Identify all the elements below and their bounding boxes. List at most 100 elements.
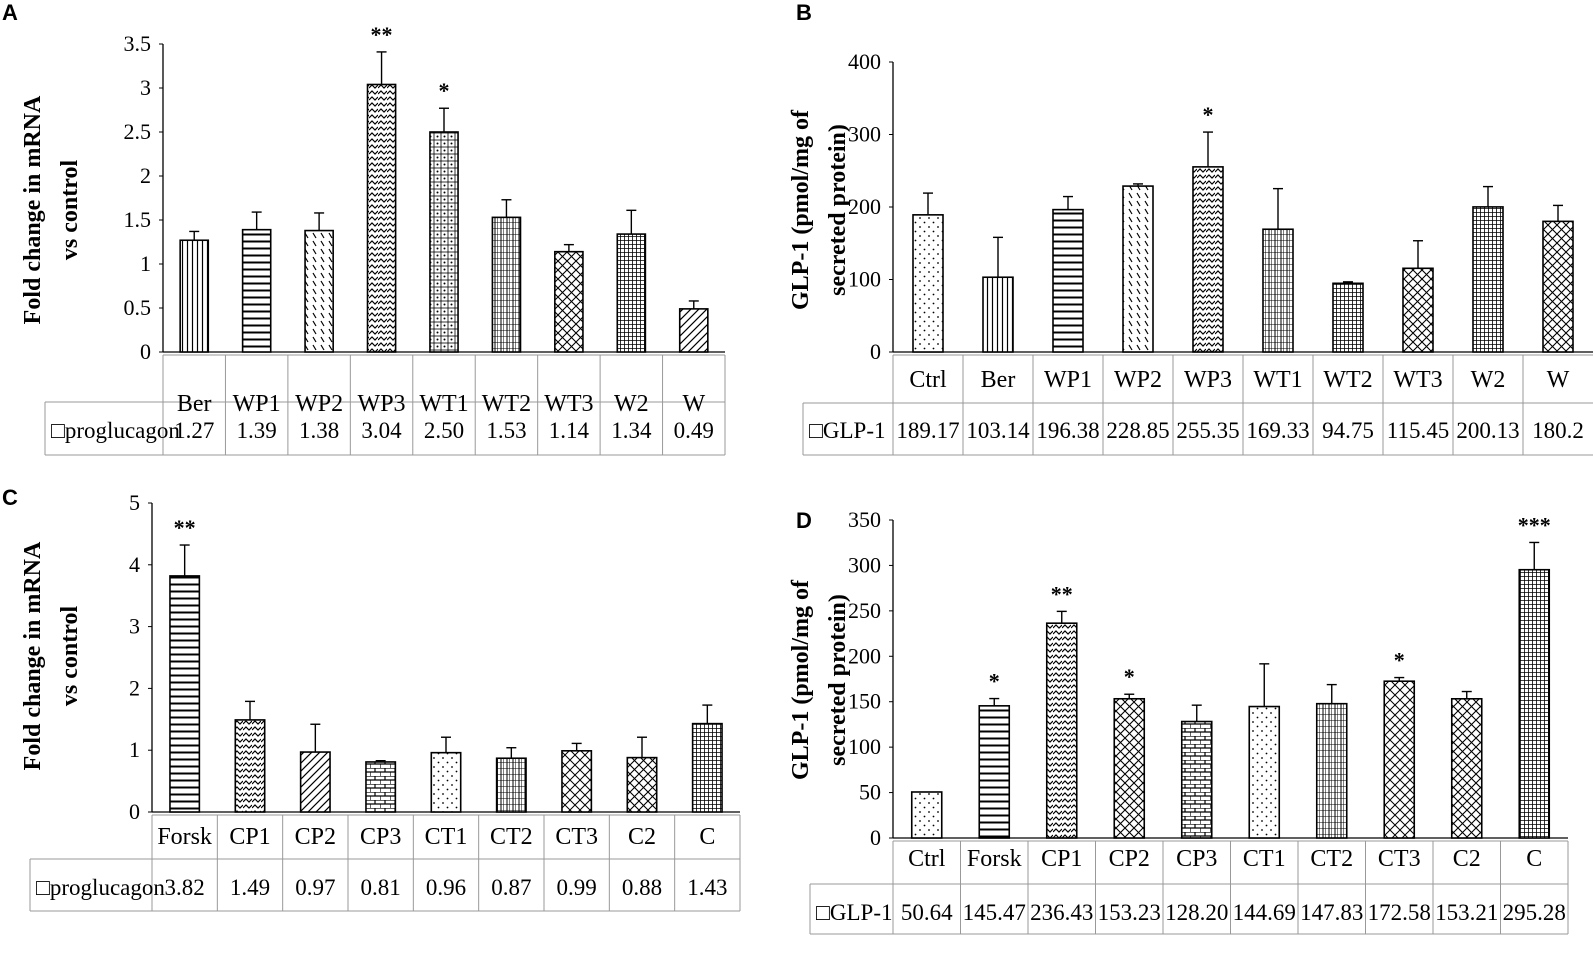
data-label: 115.45	[1387, 418, 1449, 443]
category-label: C2	[628, 824, 656, 850]
bar	[910, 791, 943, 839]
y-axis-title-line: vs control	[57, 160, 83, 261]
category-label: W2	[1471, 367, 1506, 393]
significance-marker: **	[174, 515, 196, 540]
category-label: WT2	[1323, 367, 1372, 393]
y-tick-label: 200	[848, 194, 881, 219]
bar	[234, 719, 266, 813]
bar	[365, 761, 397, 813]
data-label: 228.85	[1106, 418, 1169, 443]
data-table: □proglucagon Forsk 3.82 CP1 1.49 CP2 0.97 CP3 0.…	[29, 814, 741, 912]
category-label: CP3	[1176, 846, 1217, 872]
y-tick-label: 100	[848, 267, 881, 292]
category-label: CP1	[229, 824, 270, 850]
y-tick-label: 0.5	[124, 295, 152, 320]
data-label: 144.69	[1233, 900, 1296, 925]
category-label: Forsk	[967, 846, 1022, 872]
panel-D: D GLP-1 (pmol/mg of secreted protein) 0 50 10…	[788, 507, 1569, 935]
bar	[978, 705, 1011, 839]
data-label: 196.38	[1036, 418, 1099, 443]
bar	[1518, 568, 1551, 839]
data-label: 3.82	[165, 875, 205, 900]
y-tick-label: 2	[140, 163, 151, 188]
data-label: 128.20	[1165, 900, 1228, 925]
bar	[1262, 228, 1294, 353]
data-label: 0.99	[557, 875, 597, 900]
y-axis-title-line: GLP-1 (pmol/mg of	[788, 109, 814, 310]
category-label: Ctrl	[909, 367, 947, 393]
data-label: 172.58	[1368, 900, 1431, 925]
category-label: WP2	[295, 391, 343, 417]
data-label: 1.14	[549, 418, 590, 443]
category-label: CT2	[1310, 846, 1353, 872]
y-axis-title-line: secreted protein)	[825, 594, 851, 766]
data-label: 1.49	[230, 875, 270, 900]
bar	[169, 575, 201, 813]
category-label: WT3	[1393, 367, 1442, 393]
category-label: CP2	[1109, 846, 1150, 872]
y-tick-label: 1.5	[124, 207, 152, 232]
data-label: 1.34	[611, 418, 652, 443]
significance-marker: **	[1051, 581, 1073, 606]
y-tick-label: 3	[140, 75, 151, 100]
category-label: WP1	[233, 391, 281, 417]
y-axis-title-line: vs control	[57, 606, 83, 707]
y-tick-label: 1	[129, 737, 140, 762]
data-label: 103.14	[966, 418, 1030, 443]
bar	[1045, 622, 1078, 839]
category-label: CP2	[295, 824, 336, 850]
y-tick-label: 100	[848, 734, 881, 759]
y-axis-title-line: Fold change in mRNA	[20, 541, 46, 770]
data-label: 0.97	[295, 875, 335, 900]
y-tick-label: 2.5	[124, 119, 152, 144]
data-label: 1.53	[486, 418, 526, 443]
panel-B: B GLP-1 (pmol/mg of secreted protein) 0 100 2…	[788, 0, 1593, 456]
data-label: 50.64	[901, 900, 953, 925]
category-label: WT1	[1253, 367, 1302, 393]
bar	[1542, 220, 1574, 353]
y-tick-label: 200	[848, 643, 881, 668]
data-label: 0.81	[361, 875, 401, 900]
bar	[678, 308, 709, 353]
y-tick-label: 5	[129, 490, 140, 515]
category-label: Ber	[981, 367, 1016, 393]
y-tick-label: 4	[129, 552, 140, 577]
category-label: WP1	[1044, 367, 1092, 393]
data-label: 3.04	[361, 418, 402, 443]
bar	[241, 228, 272, 353]
significance-marker: *	[1203, 102, 1214, 127]
bar	[1052, 208, 1084, 353]
category-label: CT2	[490, 824, 533, 850]
significance-marker: *	[439, 78, 450, 103]
significance-marker: **	[371, 22, 393, 47]
category-label: W	[682, 391, 705, 417]
y-axis-title-line: Fold change in mRNA	[20, 95, 46, 324]
data-label: 0.49	[674, 418, 714, 443]
bar	[626, 756, 658, 813]
data-label: 1.38	[299, 418, 339, 443]
bar	[1332, 282, 1364, 353]
legend-entry: □proglucagon	[51, 418, 180, 443]
bar	[554, 250, 584, 353]
category-label: CT3	[1378, 846, 1421, 872]
data-label: 147.83	[1300, 900, 1363, 925]
y-tick-label: 3.5	[124, 31, 152, 56]
significance-marker: *	[1394, 648, 1405, 673]
y-tick-label: 350	[848, 507, 881, 532]
data-label: 295.28	[1503, 900, 1566, 925]
category-label: W2	[614, 391, 649, 417]
category-label: WP2	[1114, 367, 1162, 393]
bar	[495, 757, 527, 813]
data-label: 1.39	[237, 418, 277, 443]
category-label: Ber	[177, 391, 212, 417]
category-label: WP3	[1184, 367, 1232, 393]
category-label: C	[1526, 846, 1542, 872]
data-label: 94.75	[1322, 418, 1374, 443]
data-label: 1.43	[687, 875, 727, 900]
y-tick-label: 250	[848, 598, 881, 623]
category-label: Forsk	[157, 824, 212, 850]
data-label: 145.47	[963, 900, 1026, 925]
category-label: C	[699, 824, 715, 850]
data-label: 1.27	[174, 418, 214, 443]
